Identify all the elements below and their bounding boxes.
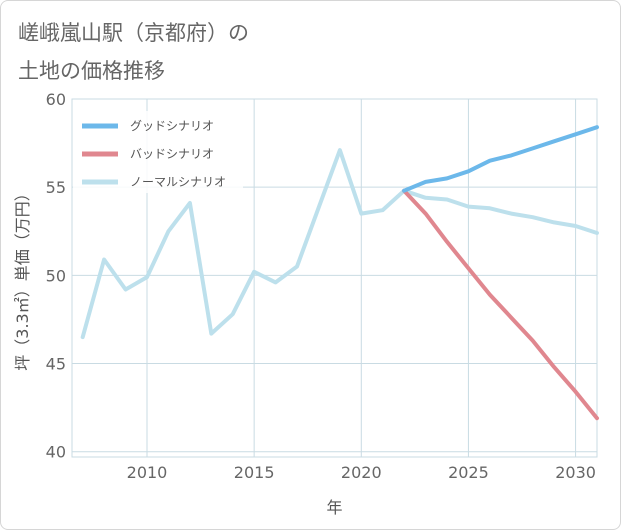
x-tick-label: 2030 — [555, 463, 596, 482]
chart-title-line-1: 嵯峨嵐山駅（京都府）の — [18, 21, 249, 45]
y-tick-label: 45 — [46, 355, 66, 374]
legend-label: グッドシナリオ — [130, 119, 214, 133]
y-tick-label: 55 — [46, 178, 66, 197]
axes: 40 45 50 55 60 2010 2015 2020 2025 2030 — [46, 90, 596, 482]
y-tick-label: 60 — [46, 90, 66, 109]
series-line-good — [402, 125, 599, 193]
legend-label: ノーマルシナリオ — [130, 175, 226, 189]
series-lines — [80, 125, 599, 421]
x-tick-label: 2015 — [234, 463, 275, 482]
grid-lines — [71, 98, 598, 458]
x-tick-label: 2025 — [448, 463, 489, 482]
y-axis-title: 坪（3.3㎡）単価（万円） — [13, 185, 32, 370]
x-axis-title: 年 — [326, 498, 342, 517]
y-tick-label: 50 — [46, 266, 66, 285]
x-tick-label: 2010 — [127, 463, 168, 482]
series-line-normal — [80, 148, 599, 340]
x-tick-label: 2020 — [341, 463, 382, 482]
y-tick-label: 40 — [46, 443, 66, 462]
series-line-bad — [402, 188, 599, 421]
chart-title: 嵯峨嵐山駅（京都府）の 土地の価格推移 — [18, 14, 249, 90]
legend-label: バッドシナリオ — [130, 147, 214, 161]
chart-title-line-2: 土地の価格推移 — [18, 59, 165, 83]
